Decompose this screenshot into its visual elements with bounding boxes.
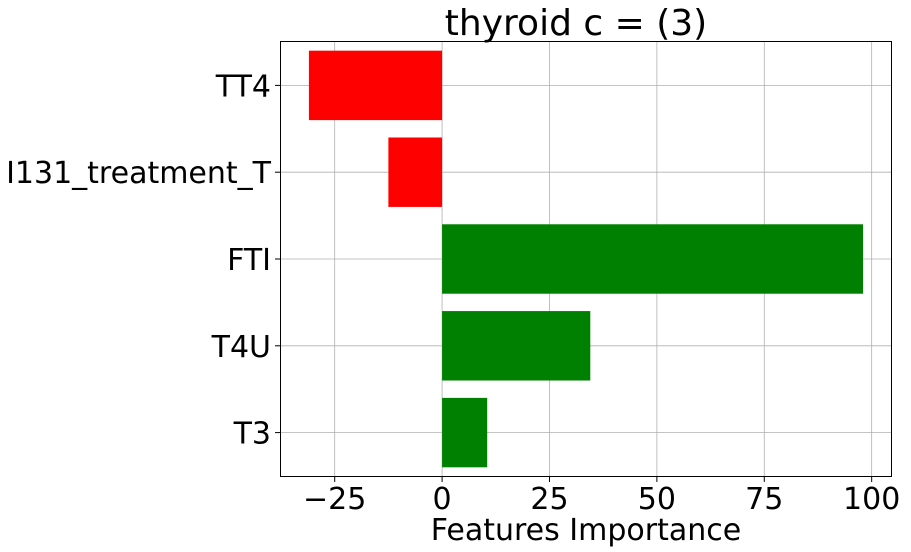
chart-title: thyroid c = (3) [445, 3, 707, 44]
x-axis-label: Features Importance [431, 513, 741, 548]
bars [308, 50, 864, 468]
bar-i131-treatment-t [388, 137, 443, 207]
x-tick-label: 100 [843, 482, 900, 517]
y-tick-label: I131_treatment_T [6, 156, 272, 191]
x-axis: −25 0 25 50 75 100 [303, 476, 900, 517]
bar-t3 [442, 397, 488, 468]
y-tick-label: TT4 [215, 69, 271, 104]
x-tick-label: 0 [433, 482, 452, 517]
x-tick-label: 50 [638, 482, 676, 517]
bar-fti [442, 224, 864, 294]
x-tick-label: 25 [530, 482, 568, 517]
y-tick-label: T3 [233, 417, 271, 452]
bar-t4u [442, 311, 591, 381]
y-tick-label: T4U [211, 330, 271, 365]
x-tick-label: −25 [303, 482, 366, 517]
x-tick-label: 75 [745, 482, 783, 517]
y-axis: TT4 I131_treatment_T FTI T4U T3 [6, 69, 281, 452]
bar-tt4 [308, 50, 443, 121]
y-tick-label: FTI [227, 243, 271, 278]
